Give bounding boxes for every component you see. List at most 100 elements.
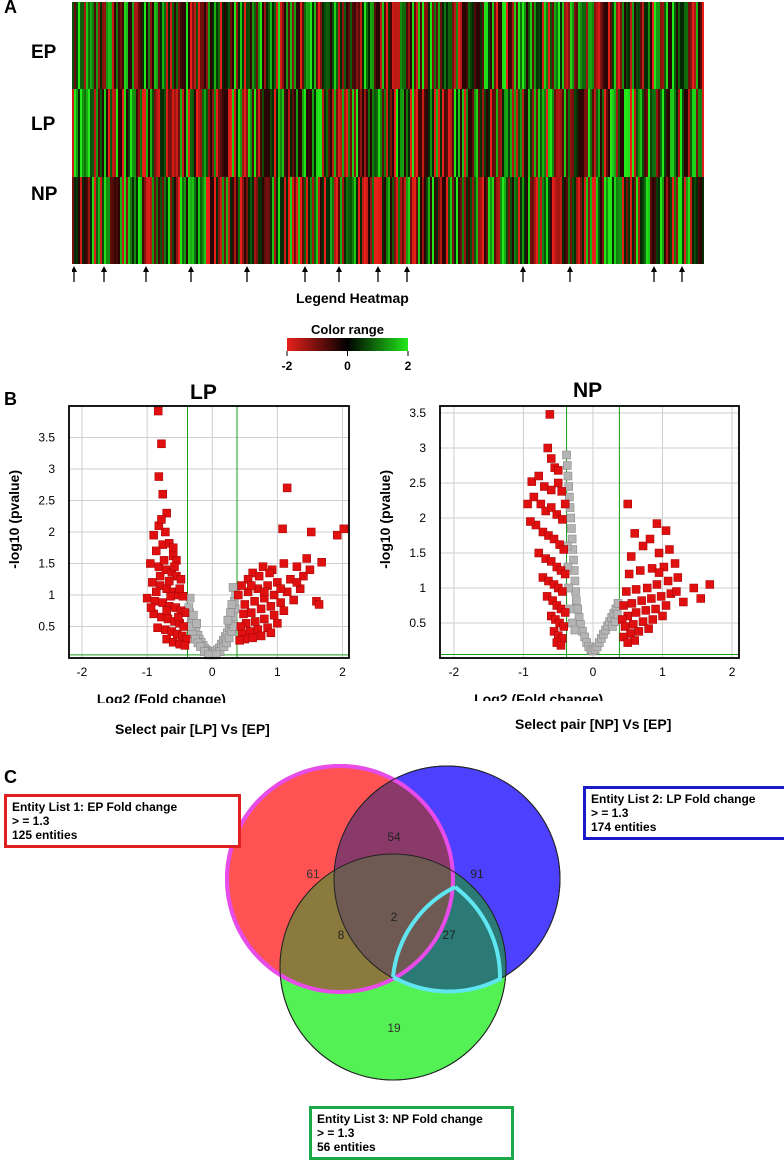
heatmap-cell — [136, 89, 139, 177]
heatmap-cell — [130, 177, 133, 264]
heatmap-cell — [88, 177, 91, 264]
heatmap-cell — [162, 89, 165, 177]
heatmap-cell — [222, 177, 225, 264]
nonsignificant-point — [223, 615, 233, 625]
heatmap-cell — [470, 2, 473, 89]
heatmap-cell — [434, 177, 437, 264]
heatmap-cell — [566, 177, 569, 264]
heatmap-cell — [236, 177, 239, 264]
heatmap-cell — [510, 89, 513, 177]
heatmap-cell — [616, 89, 619, 177]
heatmap-cell — [134, 2, 137, 89]
heatmap-cell — [696, 177, 699, 264]
heatmap-cell — [570, 177, 573, 264]
heatmap-cell — [512, 177, 515, 264]
heatmap-cell — [454, 89, 457, 177]
heatmap-cell — [188, 177, 191, 264]
heatmap-cell — [226, 177, 229, 264]
heatmap-cell — [688, 177, 691, 264]
heatmap-cell — [598, 2, 601, 89]
heatmap-cell — [614, 89, 617, 177]
heatmap-cell — [688, 2, 691, 89]
heatmap-cell — [208, 2, 211, 89]
heatmap-cell — [150, 89, 153, 177]
heatmap-cell — [264, 89, 267, 177]
heatmap-cell — [180, 177, 183, 264]
heatmap-cell — [676, 89, 679, 177]
heatmap-cell — [248, 2, 251, 89]
heatmap-cell — [312, 2, 315, 89]
panel-label-a: A — [4, 0, 17, 17]
heatmap-cell — [152, 177, 155, 264]
heatmap-cell — [122, 2, 125, 89]
heatmap-cell — [594, 2, 597, 89]
significant-point — [269, 610, 279, 620]
y-tick-label: 2 — [419, 511, 426, 525]
significant-point — [560, 499, 570, 509]
color-scale-tick-min: -2 — [282, 359, 293, 373]
heatmap-cell — [322, 89, 325, 177]
heatmap-cell — [674, 177, 677, 264]
heatmap-cell — [244, 89, 247, 177]
heatmap-cell — [286, 177, 289, 264]
significant-point — [149, 530, 158, 540]
heatmap-cell — [574, 2, 577, 89]
heatmap-cell — [448, 89, 451, 177]
heatmap-cell — [536, 89, 539, 177]
heatmap-cell — [510, 2, 513, 89]
heatmap-cell — [410, 89, 413, 177]
heatmap-cell — [82, 89, 85, 177]
significant-point — [619, 601, 628, 610]
heatmap-cell — [290, 177, 293, 264]
significant-point — [236, 622, 246, 631]
heatmap-cell — [346, 177, 349, 264]
heatmap-cell — [354, 177, 357, 264]
heatmap-cell — [554, 2, 557, 89]
heatmap-cell — [650, 177, 653, 264]
heatmap-cell — [146, 177, 149, 264]
significant-point — [672, 587, 681, 596]
heatmap-cell — [550, 89, 553, 177]
significant-point — [547, 485, 556, 495]
y-tick-label: 3.5 — [409, 406, 426, 420]
heatmap-cell — [608, 2, 611, 89]
heatmap-cell — [458, 89, 461, 177]
heatmap-cell — [396, 2, 399, 89]
heatmap-cell — [228, 2, 231, 89]
heatmap-cell — [520, 177, 523, 264]
heatmap-cell — [572, 177, 575, 264]
heatmap-cell — [332, 89, 335, 177]
heatmap-cell — [448, 2, 451, 89]
heatmap-cell — [446, 2, 449, 89]
significant-point — [180, 608, 190, 617]
heatmap-cell — [620, 89, 623, 177]
heatmap-cell — [338, 2, 341, 89]
heatmap-cell — [616, 2, 619, 89]
heatmap-cell — [664, 89, 667, 177]
heatmap-cell — [356, 177, 359, 264]
heatmap-cell — [260, 2, 263, 89]
heatmap-cell — [278, 2, 281, 89]
heatmap-cell — [616, 177, 619, 264]
heatmap-cell — [680, 177, 683, 264]
heatmap-cell — [474, 177, 477, 264]
significant-point — [266, 602, 276, 611]
heatmap-cell — [296, 89, 299, 177]
heatmap-cell — [556, 177, 559, 264]
panel-label-b: B — [4, 389, 17, 409]
heatmap-cell — [478, 177, 481, 264]
heatmap-cell — [440, 2, 443, 89]
heatmap-cell — [700, 177, 703, 264]
heatmap-cell — [362, 177, 365, 264]
heatmap-cell — [300, 177, 303, 264]
heatmap-cell — [658, 177, 661, 264]
heatmap-cell — [250, 177, 253, 264]
heatmap-cell — [124, 89, 127, 177]
significant-point — [545, 410, 555, 419]
heatmap-cell — [498, 177, 501, 264]
heatmap-cell — [82, 2, 85, 89]
significant-point — [159, 556, 169, 565]
significant-point — [247, 608, 256, 617]
heatmap-cell — [220, 177, 223, 264]
heatmap-cell — [642, 89, 645, 177]
